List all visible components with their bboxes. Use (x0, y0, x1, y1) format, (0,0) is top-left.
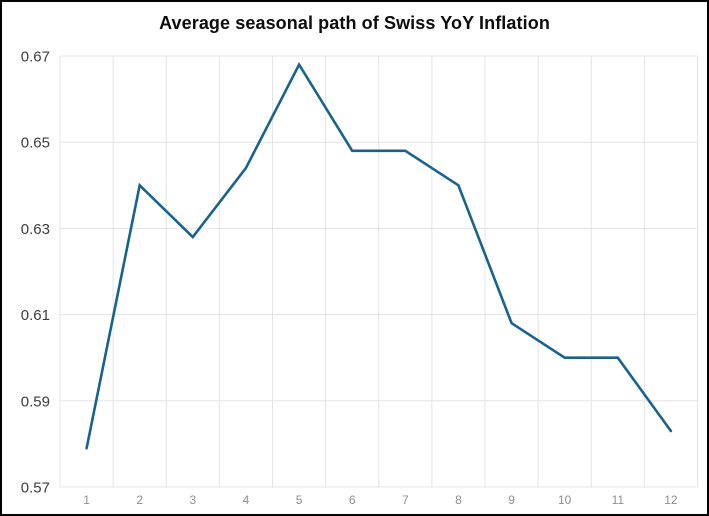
y-axis-tick-label: 0.59 (21, 393, 50, 410)
x-axis-tick-label: 6 (349, 493, 356, 507)
y-axis-tick-label: 0.63 (21, 221, 50, 238)
inflation-series-line (85, 61, 673, 450)
chart-title: Average seasonal path of Swiss YoY Infla… (159, 13, 550, 33)
x-axis-tick-label: 7 (402, 493, 409, 507)
x-axis-tick-label: 8 (455, 493, 462, 507)
x-axis-tick-label: 5 (296, 493, 303, 507)
x-axis-tick-label: 2 (136, 493, 143, 507)
y-axis-tick-label: 0.57 (21, 480, 50, 497)
x-axis-tick-label: 9 (508, 493, 515, 507)
x-axis-tick-label: 10 (558, 493, 572, 507)
y-axis-tick-label: 0.65 (21, 135, 50, 152)
x-axis-tick-label: 3 (189, 493, 196, 507)
x-axis-tick-label: 12 (664, 493, 678, 507)
y-axis-tick-label: 0.61 (21, 307, 50, 324)
x-axis-tick-label: 1 (83, 493, 90, 507)
x-axis-tick-label: 11 (612, 493, 625, 507)
y-axis-tick-label: 0.67 (21, 49, 50, 66)
x-axis-tick-label: 4 (243, 493, 250, 507)
